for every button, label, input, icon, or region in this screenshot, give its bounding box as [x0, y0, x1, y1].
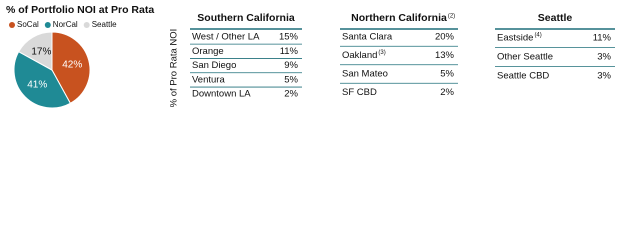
row-label: Seattle CBD: [497, 71, 549, 82]
footnote-marker: (2): [448, 14, 455, 20]
row-label: Downtown LA: [192, 89, 251, 100]
legend-swatch: [44, 22, 51, 28]
row-label: West / Other LA: [192, 32, 260, 43]
axis-label: % of Pro Rata NOI: [169, 29, 180, 108]
footnote-marker: (4): [534, 33, 541, 39]
row-label: Other Seattle: [497, 52, 553, 63]
row-label: San Diego: [192, 60, 236, 71]
row-value: 2%: [440, 87, 454, 98]
row-label: SF CBD: [342, 87, 377, 98]
slice-label: 42%: [62, 59, 82, 70]
row-value: 15%: [279, 32, 299, 43]
row-label: Oakland: [342, 50, 377, 61]
table-title: Southern California: [197, 12, 295, 24]
row-label: Orange: [192, 46, 224, 57]
pie-slice: [51, 31, 91, 104]
row-value: 9%: [284, 60, 298, 71]
legend-label: NorCal: [53, 20, 78, 29]
row-label: San Mateo: [342, 69, 388, 80]
legend-swatch: [83, 22, 90, 28]
row-value: 13%: [435, 50, 455, 61]
pie-slice: [13, 51, 71, 109]
footnote-marker: (3): [378, 50, 385, 56]
legend-label: SoCal: [17, 20, 39, 29]
row-label: Ventura: [192, 74, 225, 85]
pie-slice: [18, 31, 53, 71]
row-value: 3%: [597, 71, 611, 82]
row-label: Eastside: [497, 33, 533, 44]
row-value: 20%: [435, 32, 455, 43]
table-title: Seattle: [538, 12, 573, 24]
row-value: 2%: [284, 89, 298, 100]
row-value: 11%: [593, 33, 612, 44]
slice-label: 41%: [27, 79, 47, 90]
row-value: 5%: [284, 74, 298, 85]
legend-swatch: [9, 22, 15, 28]
row-value: 3%: [597, 52, 611, 63]
row-label: Santa Clara: [342, 32, 393, 43]
slice-label: 17%: [31, 47, 51, 58]
row-value: 5%: [440, 69, 454, 80]
row-value: 11%: [280, 46, 299, 57]
chart-title: % of Portfolio NOI at Pro Rata: [6, 4, 154, 16]
page: % of Portfolio NOI at Pro Rata % of Pro …: [6, 4, 615, 109]
table-title: Northern California: [351, 12, 447, 24]
legend-label: Seattle: [92, 20, 117, 29]
